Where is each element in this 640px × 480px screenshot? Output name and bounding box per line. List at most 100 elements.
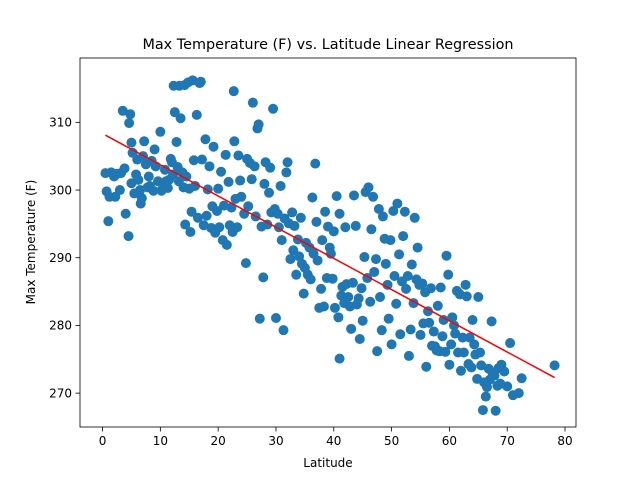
data-point bbox=[246, 174, 257, 185]
data-point bbox=[392, 198, 403, 209]
data-point bbox=[438, 315, 449, 326]
y-tick-label: 290 bbox=[49, 251, 72, 265]
data-point bbox=[264, 187, 275, 198]
data-point bbox=[432, 300, 443, 311]
data-point bbox=[412, 242, 423, 253]
x-tick-label: 30 bbox=[268, 434, 283, 448]
data-point bbox=[455, 365, 466, 376]
data-point bbox=[443, 269, 454, 280]
x-tick-label: 70 bbox=[500, 434, 515, 448]
data-point bbox=[226, 202, 237, 213]
data-point bbox=[221, 239, 232, 250]
data-point bbox=[316, 283, 327, 294]
data-points bbox=[100, 75, 560, 416]
data-point bbox=[275, 180, 286, 191]
data-point bbox=[312, 255, 323, 266]
data-point bbox=[457, 332, 468, 343]
data-point bbox=[276, 235, 287, 246]
data-point bbox=[334, 353, 345, 364]
data-point bbox=[395, 329, 406, 340]
data-point bbox=[366, 224, 377, 235]
data-point bbox=[365, 296, 376, 307]
data-point bbox=[223, 176, 234, 187]
data-point bbox=[262, 219, 273, 230]
data-point bbox=[398, 231, 409, 242]
data-point bbox=[155, 126, 166, 137]
data-point bbox=[180, 219, 191, 230]
data-point bbox=[476, 360, 487, 371]
data-point bbox=[477, 405, 488, 416]
data-point bbox=[346, 323, 357, 334]
data-point bbox=[449, 320, 460, 331]
data-point bbox=[208, 141, 219, 152]
y-tick-label: 300 bbox=[49, 183, 72, 197]
data-point bbox=[149, 144, 160, 155]
data-point bbox=[320, 206, 331, 217]
data-point bbox=[103, 216, 114, 227]
data-point bbox=[175, 113, 186, 124]
data-point bbox=[331, 191, 342, 202]
data-point bbox=[446, 339, 457, 350]
data-point bbox=[289, 220, 300, 231]
data-point bbox=[124, 117, 135, 128]
data-point bbox=[440, 346, 451, 357]
data-point bbox=[243, 201, 254, 212]
data-point bbox=[467, 315, 478, 326]
data-point bbox=[373, 203, 384, 214]
data-point bbox=[119, 163, 130, 174]
data-point bbox=[349, 190, 360, 201]
data-point bbox=[382, 279, 393, 290]
data-point bbox=[117, 105, 128, 116]
y-tick-label: 310 bbox=[49, 116, 72, 130]
data-point bbox=[136, 193, 147, 204]
data-point bbox=[201, 210, 212, 221]
data-point bbox=[490, 405, 501, 416]
data-point bbox=[318, 301, 329, 312]
chart-title: Max Temperature (F) vs. Latitude Linear … bbox=[142, 37, 513, 53]
data-point bbox=[285, 254, 296, 265]
data-point bbox=[168, 169, 179, 180]
data-point bbox=[403, 350, 414, 361]
data-point bbox=[424, 317, 435, 328]
data-point bbox=[415, 329, 426, 340]
data-point bbox=[343, 292, 354, 303]
data-point bbox=[428, 326, 439, 337]
data-point bbox=[447, 312, 458, 323]
x-tick-label: 60 bbox=[442, 434, 457, 448]
x-tick-label: 20 bbox=[211, 434, 226, 448]
data-point bbox=[327, 273, 338, 284]
data-point bbox=[502, 381, 513, 392]
data-point bbox=[409, 212, 420, 223]
data-point bbox=[254, 313, 265, 324]
data-point bbox=[185, 227, 196, 238]
data-point bbox=[437, 331, 448, 342]
data-point bbox=[307, 192, 318, 203]
data-point bbox=[435, 282, 446, 293]
data-point bbox=[317, 235, 328, 246]
data-point bbox=[399, 206, 410, 217]
data-point bbox=[259, 178, 270, 189]
data-point bbox=[198, 220, 209, 231]
data-point bbox=[505, 338, 516, 349]
data-point bbox=[192, 212, 203, 223]
data-point bbox=[229, 136, 240, 147]
data-point bbox=[247, 97, 258, 108]
data-point bbox=[473, 292, 484, 303]
data-point bbox=[461, 291, 472, 302]
data-point bbox=[148, 185, 159, 196]
data-point bbox=[458, 347, 469, 358]
data-point bbox=[369, 266, 380, 277]
data-point bbox=[268, 103, 279, 114]
data-point bbox=[311, 216, 322, 227]
data-point bbox=[139, 136, 150, 147]
data-point bbox=[190, 180, 201, 191]
data-point bbox=[195, 76, 206, 87]
data-point bbox=[265, 162, 276, 173]
data-point bbox=[232, 222, 243, 233]
data-point bbox=[287, 207, 298, 218]
data-point bbox=[295, 212, 306, 223]
data-point bbox=[188, 155, 199, 166]
x-tick-label: 50 bbox=[384, 434, 399, 448]
data-point bbox=[425, 283, 436, 294]
